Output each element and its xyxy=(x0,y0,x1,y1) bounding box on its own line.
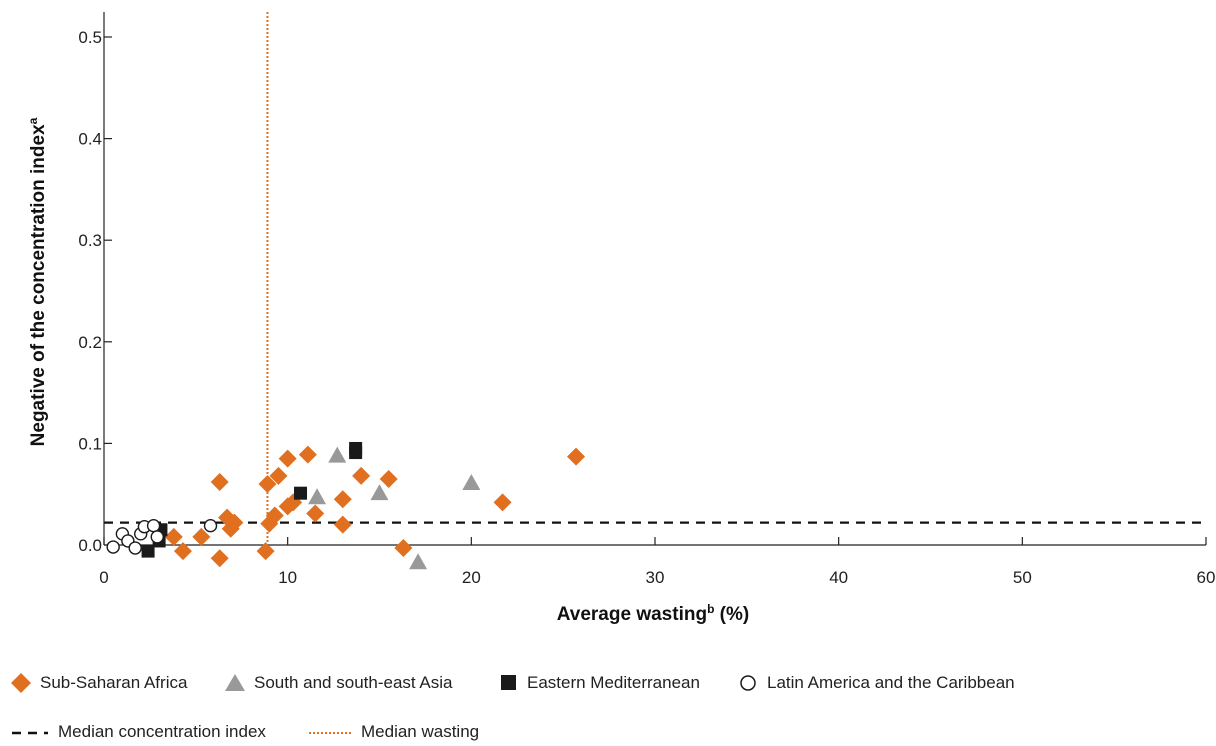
legend-item-south-asia: South and south-east Asia xyxy=(224,672,452,694)
x-tick-label: 20 xyxy=(462,568,481,587)
point-south-asia xyxy=(409,553,428,570)
point-latin-america xyxy=(203,518,218,533)
legend-label: Latin America and the Caribbean xyxy=(767,673,1015,692)
point-sub-saharan-africa xyxy=(258,475,277,494)
x-tick-label: 50 xyxy=(1013,568,1032,587)
triangle-icon xyxy=(225,674,245,691)
square-icon xyxy=(501,675,516,690)
point-sub-saharan-africa xyxy=(333,515,352,534)
x-tick-label: 40 xyxy=(829,568,848,587)
legend-item-median-wasting: Median wasting xyxy=(307,722,479,742)
point-sub-saharan-africa xyxy=(210,473,229,492)
point-south-asia xyxy=(308,488,327,505)
reference-lines xyxy=(104,12,1206,545)
point-sub-saharan-africa xyxy=(298,445,317,464)
point-sub-saharan-africa xyxy=(333,490,352,509)
point-sub-saharan-africa xyxy=(352,466,371,485)
point-south-asia xyxy=(462,474,481,491)
point-eastern-mediterranean xyxy=(294,486,308,500)
dotted-line-icon xyxy=(309,732,351,734)
point-sub-saharan-africa xyxy=(493,493,512,512)
point-sub-saharan-africa xyxy=(567,447,586,466)
point-sub-saharan-africa xyxy=(265,506,284,525)
point-sub-saharan-africa xyxy=(256,542,275,561)
circle-icon xyxy=(740,675,756,691)
y-tick-label: 0.3 xyxy=(78,231,102,250)
legend-item-sub-saharan-africa: Sub-Saharan Africa xyxy=(10,672,187,694)
x-axis-title: Average wastingb (%) xyxy=(557,602,749,625)
diamond-icon xyxy=(11,673,31,693)
point-south-asia xyxy=(370,484,389,501)
y-tick-label: 0.5 xyxy=(78,28,102,47)
legend-label: Median concentration index xyxy=(58,722,266,741)
axes: 0 10 20 30 40 50 60 0.0 0.1 0.2 0.3 0.4 0.5 xyxy=(78,12,1215,587)
point-sub-saharan-africa xyxy=(306,504,325,523)
point-sub-saharan-africa xyxy=(278,449,297,468)
legend-item-eastern-mediterranean: Eastern Mediterranean xyxy=(497,672,700,694)
x-tick-label: 60 xyxy=(1197,568,1216,587)
point-latin-america xyxy=(128,541,142,555)
point-eastern-mediterranean xyxy=(349,441,363,455)
point-sub-saharan-africa xyxy=(210,549,229,568)
dashed-line-icon xyxy=(12,731,48,735)
point-sub-saharan-africa xyxy=(173,542,192,561)
legend-item-median-concentration-index: Median concentration index xyxy=(10,722,266,742)
point-latin-america xyxy=(150,530,164,544)
point-sub-saharan-africa xyxy=(225,513,244,532)
y-axis-title: Negative of the concentration indexa xyxy=(26,117,49,446)
point-eastern-mediterranean xyxy=(141,544,155,558)
legend-lines: Median concentration index Median wastin… xyxy=(0,722,1216,746)
legend-label: Median wasting xyxy=(361,722,480,741)
x-tick-label: 10 xyxy=(278,568,297,587)
point-latin-america xyxy=(106,540,120,554)
y-tick-label: 0.4 xyxy=(78,130,102,149)
x-tick-label: 30 xyxy=(646,568,665,587)
legend-label: Eastern Mediterranean xyxy=(527,673,700,692)
legend-item-latin-america: Latin America and the Caribbean xyxy=(737,672,1015,694)
y-tick-label: 0.0 xyxy=(78,536,102,555)
legend-label: South and south-east Asia xyxy=(254,673,453,692)
y-tick-label: 0.1 xyxy=(78,434,102,453)
point-sub-saharan-africa xyxy=(394,539,413,558)
point-sub-saharan-africa xyxy=(269,466,288,485)
legend-label: Sub-Saharan Africa xyxy=(40,673,188,692)
point-sub-saharan-africa xyxy=(192,527,211,546)
point-sub-saharan-africa xyxy=(379,469,398,488)
y-tick-label: 0.2 xyxy=(78,333,102,352)
point-sub-saharan-africa xyxy=(164,527,183,546)
legend: Sub-Saharan Africa South and south-east … xyxy=(0,672,1216,702)
point-south-asia xyxy=(328,446,347,463)
x-tick-label: 0 xyxy=(99,568,108,587)
data-points xyxy=(106,441,586,570)
point-latin-america xyxy=(146,518,161,533)
